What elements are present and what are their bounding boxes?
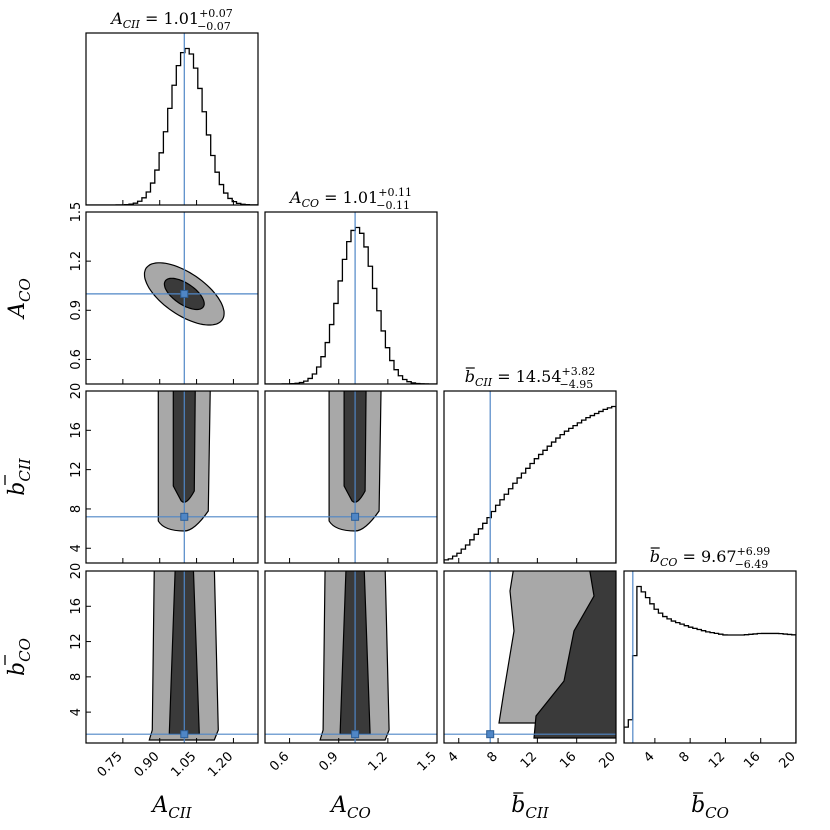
panel-frame xyxy=(85,390,259,564)
y-tick-label-b_CO: 12 xyxy=(69,633,84,650)
title-minus-A_CII: −0.07 xyxy=(197,20,231,33)
panel-frame xyxy=(623,570,797,744)
title-minus-A_CO: −0.11 xyxy=(376,199,410,212)
panel-b_CO-vs-A_CO: 0.6 0.9 1.2 1.5 xyxy=(264,570,440,774)
panel-b_CO-vs-b_CII: 4 8 12 16 20 xyxy=(443,570,619,772)
panel-A_CO-vs-A_CII: 0.6 0.9 1.2 1.5 xyxy=(69,202,259,385)
panel-content xyxy=(624,571,796,743)
x-tick-label-b_CO: 16 xyxy=(741,749,763,771)
histogram-b_CII xyxy=(444,405,616,563)
x-tick-label-b_CO: 4 xyxy=(641,749,657,765)
panel-content xyxy=(86,33,258,205)
panel-content xyxy=(444,391,616,563)
axis-label-A_CII: ACII xyxy=(150,793,192,822)
truth-marker xyxy=(351,730,360,739)
panel-frame xyxy=(85,32,259,206)
axis-label-b_CII: bCII xyxy=(511,793,549,822)
panel-b_CII-vs-A_CII: 4 8 12 16 20 xyxy=(69,383,259,564)
x-tick-label-A_CII: 0.75 xyxy=(95,749,126,780)
y-tick-label-b_CII: 16 xyxy=(69,422,84,439)
panel-frame xyxy=(85,211,259,385)
x-tick-label-b_CO: 20 xyxy=(777,749,799,771)
truth-marker xyxy=(351,512,360,521)
y-tick-label-A_CO: 1.5 xyxy=(69,202,84,223)
panel-content xyxy=(86,571,258,743)
x-tick-label-b_CII: 20 xyxy=(597,749,619,771)
panel-b_CO-vs-A_CII: 0.75 0.90 1.05 1.20 4 8 12 16 20 xyxy=(69,563,259,780)
panel-content xyxy=(265,212,437,384)
x-tick-label-b_CII: 4 xyxy=(445,749,461,765)
panel-frame xyxy=(443,570,617,744)
panel-content xyxy=(444,571,616,743)
x-tick-label-A_CO: 0.9 xyxy=(316,749,341,774)
panel-frame xyxy=(264,570,438,744)
title-b_CO: bCO = 9.67+6.99 xyxy=(650,545,771,569)
truth-marker xyxy=(180,512,189,521)
y-tick-label-b_CO: 20 xyxy=(69,563,84,580)
y-tick-label-A_CO: 1.2 xyxy=(69,251,84,272)
contour-1sigma xyxy=(533,571,616,739)
truth-marker xyxy=(180,730,189,739)
y-tick-label-A_CO: 0.9 xyxy=(69,300,84,321)
truth-marker xyxy=(486,730,495,739)
x-tick-label-A_CO: 0.6 xyxy=(267,749,292,774)
histogram-A_CII xyxy=(86,47,258,205)
title-minus-b_CO: −6.49 xyxy=(735,558,769,571)
panel-frame xyxy=(85,570,259,744)
title-A_CII: ACII = 1.01+0.07 xyxy=(109,7,233,31)
title-b_CII: bCII = 14.54+3.82 xyxy=(465,365,595,389)
y-tick-label-b_CII: 20 xyxy=(69,383,84,400)
x-tick-label-b_CO: 8 xyxy=(677,749,693,765)
y-tick-label-A_CO: 0.6 xyxy=(69,349,84,370)
y-tick-label-b_CO: 16 xyxy=(69,598,84,615)
axis-label-b_CO: bCO xyxy=(5,638,34,676)
x-tick-label-b_CII: 8 xyxy=(484,749,500,765)
y-tick-label-b_CII: 4 xyxy=(69,544,84,552)
axis-label-A_CO: ACO xyxy=(329,793,371,822)
panel-frame xyxy=(264,390,438,564)
x-tick-label-b_CO: 12 xyxy=(706,749,728,771)
title-A_CO: ACO = 1.01+0.11 xyxy=(288,186,412,210)
y-tick-label-b_CII: 12 xyxy=(69,461,84,478)
panel-content xyxy=(265,571,437,743)
panel-b_CII-vs-b_CII xyxy=(443,390,617,564)
panel-content xyxy=(86,212,258,384)
x-tick-label-A_CII: 1.05 xyxy=(168,749,199,780)
x-tick-label-b_CII: 16 xyxy=(557,749,579,771)
axis-label-A_CO: ACO xyxy=(5,278,34,320)
x-tick-label-A_CII: 1.20 xyxy=(205,749,236,780)
x-tick-label-A_CO: 1.2 xyxy=(365,749,390,774)
histogram-b_CO xyxy=(624,585,796,743)
panel-frame xyxy=(443,390,617,564)
y-tick-label-b_CO: 8 xyxy=(69,673,84,681)
x-tick-label-A_CII: 0.90 xyxy=(131,749,162,780)
panel-A_CII-vs-A_CII xyxy=(85,32,259,206)
x-tick-label-A_CO: 1.5 xyxy=(415,749,440,774)
y-tick-label-b_CO: 4 xyxy=(69,708,84,716)
title-minus-b_CII: −4.95 xyxy=(560,378,594,391)
histogram-A_CO xyxy=(265,226,437,384)
panel-A_CO-vs-A_CO xyxy=(264,211,438,385)
y-tick-label-b_CII: 8 xyxy=(69,505,84,513)
panel-b_CII-vs-A_CO xyxy=(264,390,438,564)
panel-content xyxy=(86,391,258,563)
panel-content xyxy=(265,391,437,563)
axis-label-b_CII: bCII xyxy=(5,457,34,495)
x-tick-label-b_CII: 12 xyxy=(518,749,540,771)
axis-label-b_CO: bCO xyxy=(691,793,729,822)
panel-b_CO-vs-b_CO: 4 8 12 16 20 xyxy=(623,570,799,772)
panel-frame xyxy=(264,211,438,385)
truth-marker xyxy=(180,289,189,298)
